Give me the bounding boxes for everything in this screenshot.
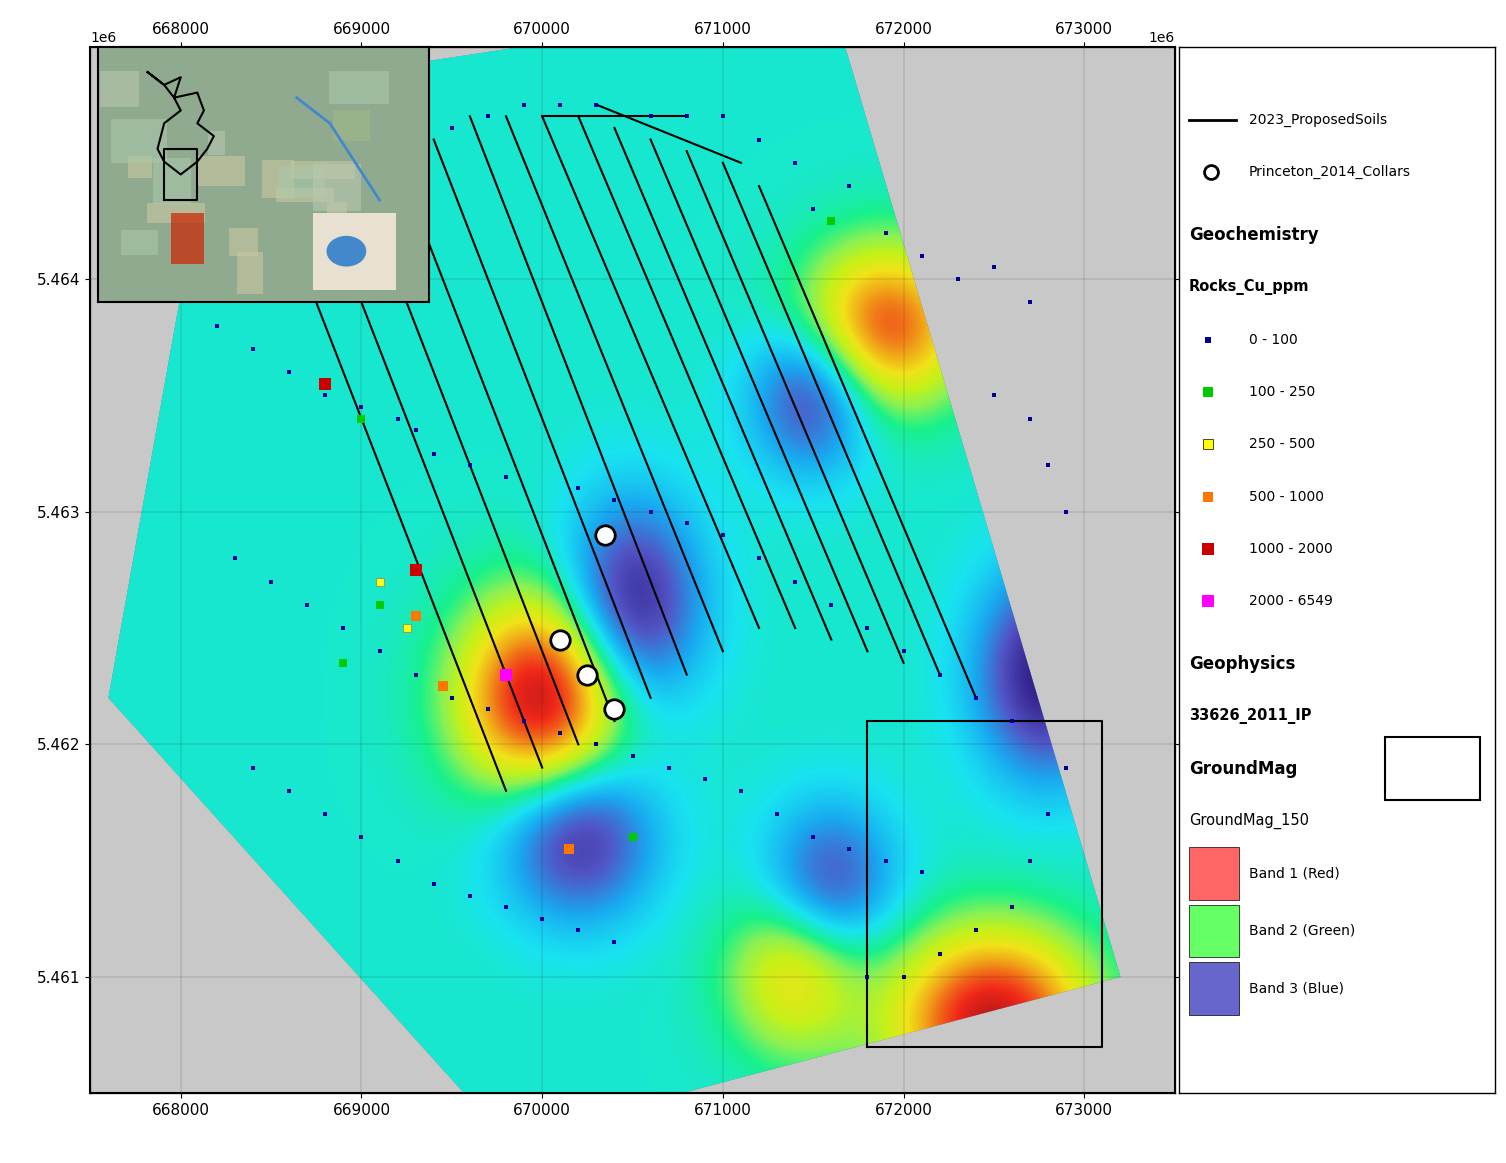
Text: 33626_2011_IP: 33626_2011_IP [1188,708,1312,725]
Text: Princeton_2014_Collars: Princeton_2014_Collars [1248,165,1411,179]
Circle shape [327,236,366,266]
FancyBboxPatch shape [1188,905,1239,957]
Bar [327,202,346,244]
Bar [262,160,294,198]
Polygon shape [108,0,1120,1140]
Text: 1000 - 2000: 1000 - 2000 [1248,542,1333,556]
FancyBboxPatch shape [1188,847,1239,900]
Text: Rocks_Cu_ppm: Rocks_Cu_ppm [1188,279,1309,295]
Polygon shape [108,0,1120,1140]
Bar [148,202,205,223]
Text: Band 2 (Green): Band 2 (Green) [1248,923,1355,939]
Bar [276,188,334,202]
Bar [229,228,258,256]
Bar [333,109,370,141]
Bar [313,213,396,290]
Bar [324,258,384,287]
Bar [236,251,262,294]
Text: 2000 - 6549: 2000 - 6549 [1248,594,1333,608]
Text: 100 - 250: 100 - 250 [1248,385,1315,399]
Text: 0 - 100: 0 - 100 [1248,333,1298,347]
Bar [199,156,244,186]
Bar [291,160,355,179]
Text: 2023_ProposedSoils: 2023_ProposedSoils [1248,113,1387,127]
Text: Band 1 (Red): Band 1 (Red) [1248,866,1339,880]
Bar [277,166,325,198]
Text: Geophysics: Geophysics [1188,655,1295,673]
Bar [128,156,152,178]
FancyBboxPatch shape [1188,963,1239,1014]
Bar [110,120,167,163]
Bar [330,71,389,105]
Text: 500 - 1000: 500 - 1000 [1248,490,1324,504]
Polygon shape [170,213,203,264]
Text: Geochemistry: Geochemistry [1188,226,1318,244]
Text: GroundMag_150: GroundMag_150 [1188,813,1309,829]
Bar [154,158,191,204]
Text: 250 - 500: 250 - 500 [1248,437,1315,451]
Bar [101,71,139,107]
Bar [313,164,361,211]
Text: Band 3 (Blue): Band 3 (Blue) [1248,982,1343,996]
Bar [120,230,158,255]
Text: GroundMag: GroundMag [1188,759,1297,778]
Bar [322,240,342,266]
Bar [208,130,224,155]
